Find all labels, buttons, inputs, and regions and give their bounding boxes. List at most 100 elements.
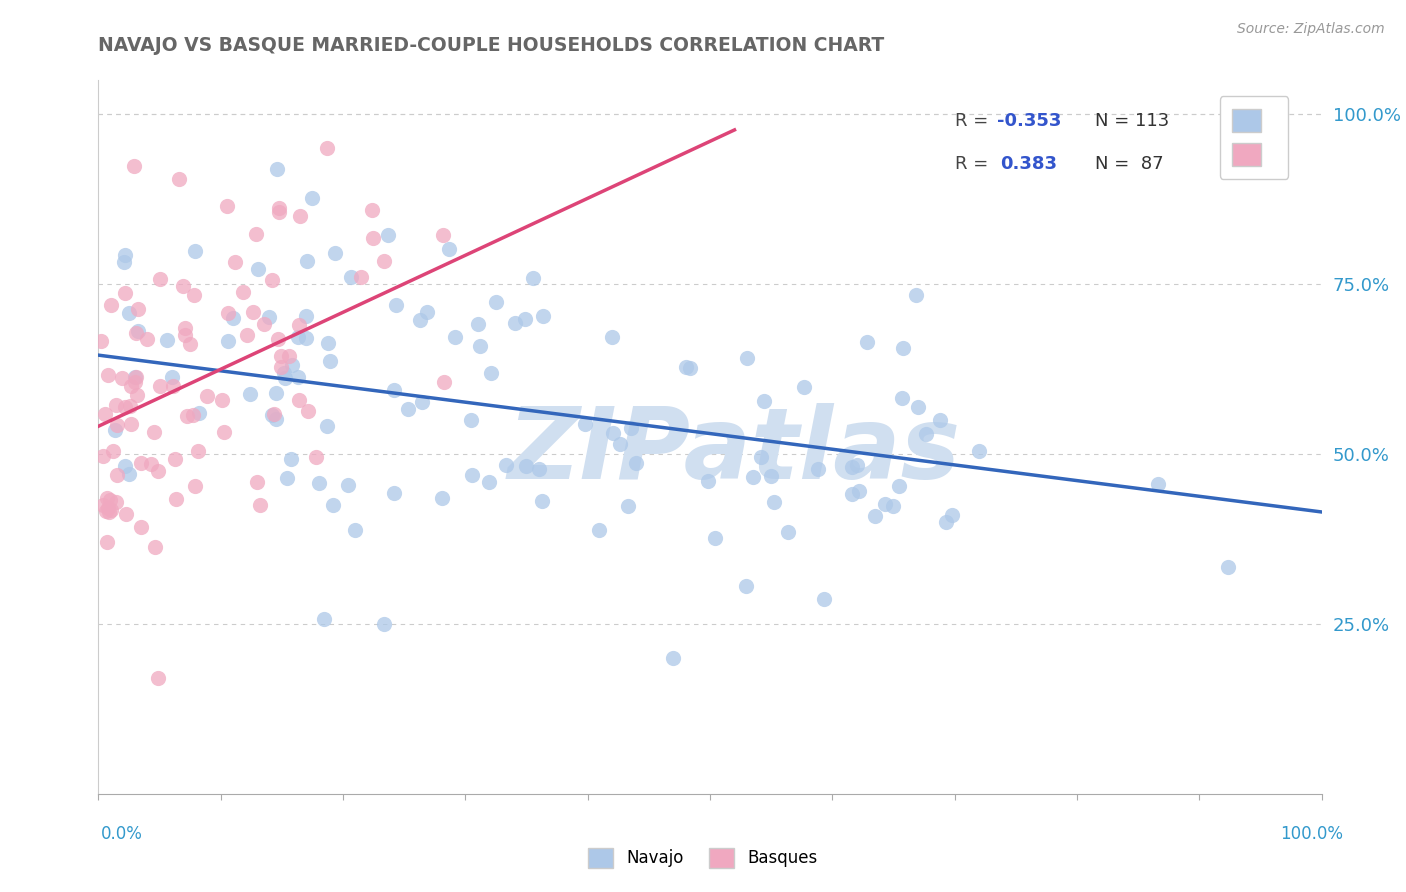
Point (793, 380, 815, 394)
Point (172, 279, 194, 293)
Point (120, 417, 142, 431)
Point (432, 227, 454, 242)
Point (935, 515, 957, 529)
Point (433, 375, 456, 389)
Point (527, 462, 550, 476)
Point (600, 330, 623, 344)
Text: N =  87: N = 87 (1095, 155, 1164, 173)
Point (626, 456, 648, 470)
Point (160, 370, 183, 384)
Point (280, 452, 302, 467)
Point (127, 324, 149, 338)
Point (98, 493, 121, 508)
Point (97, 368, 120, 382)
Point (941, 508, 963, 522)
Point (176, 409, 198, 423)
Point (217, 306, 239, 320)
Text: ZIPatlas: ZIPatlas (508, 403, 962, 500)
Point (749, 450, 772, 465)
Point (312, 612, 335, 626)
Point (96, 491, 118, 505)
Point (522, 271, 544, 285)
Point (184, 244, 207, 258)
Point (188, 406, 211, 420)
Point (149, 271, 172, 285)
Point (183, 288, 205, 302)
Point (460, 412, 482, 426)
Point (967, 444, 990, 458)
Point (173, 327, 195, 342)
Point (807, 462, 830, 476)
Point (444, 329, 467, 343)
Text: Source: ZipAtlas.com: Source: ZipAtlas.com (1237, 22, 1385, 37)
Text: 100.0%: 100.0% (1279, 825, 1343, 843)
Point (377, 227, 399, 242)
Point (267, 332, 290, 346)
Point (890, 392, 912, 406)
Point (904, 287, 927, 301)
Point (270, 349, 292, 363)
Point (385, 298, 408, 312)
Point (297, 404, 319, 418)
Point (96, 535, 118, 549)
Point (439, 242, 461, 256)
Legend: Navajo, Basques: Navajo, Basques (582, 841, 824, 875)
Point (620, 421, 643, 435)
Point (323, 246, 346, 260)
Point (704, 531, 727, 545)
Point (274, 371, 297, 385)
Point (468, 339, 491, 353)
Point (224, 255, 246, 269)
Point (222, 310, 245, 325)
Point (163, 452, 186, 467)
Point (97, 501, 120, 516)
Point (112, 255, 135, 269)
Point (127, 301, 149, 316)
Point (889, 478, 911, 492)
Point (266, 386, 288, 401)
Point (409, 313, 432, 327)
Point (105, 418, 128, 433)
Point (100, 503, 122, 517)
Point (763, 494, 786, 508)
Point (269, 201, 291, 215)
Point (211, 392, 233, 407)
Point (94, 407, 117, 421)
Point (873, 497, 896, 511)
Point (304, 450, 326, 464)
Point (98, 505, 121, 519)
Point (343, 524, 366, 538)
Point (778, 525, 800, 540)
Point (288, 318, 311, 332)
Point (588, 523, 610, 537)
Point (253, 317, 276, 331)
Point (373, 254, 395, 268)
Point (891, 341, 914, 355)
Point (735, 578, 758, 592)
Point (115, 507, 138, 521)
Point (105, 467, 128, 482)
Point (319, 353, 342, 368)
Point (263, 407, 285, 421)
Point (495, 458, 517, 473)
Point (232, 285, 254, 300)
Point (247, 262, 270, 277)
Point (124, 370, 146, 384)
Point (574, 417, 596, 431)
Point (139, 457, 162, 471)
Text: R =: R = (955, 155, 994, 173)
Point (217, 199, 239, 213)
Point (287, 330, 309, 344)
Point (467, 317, 489, 331)
Point (315, 141, 337, 155)
Point (318, 335, 340, 350)
Point (262, 408, 284, 422)
Point (411, 395, 433, 409)
Point (301, 191, 323, 205)
Point (94, 504, 117, 518)
Point (295, 254, 318, 268)
Point (661, 651, 683, 665)
Point (105, 494, 128, 508)
Text: N = 113: N = 113 (1095, 112, 1170, 130)
Point (373, 617, 395, 632)
